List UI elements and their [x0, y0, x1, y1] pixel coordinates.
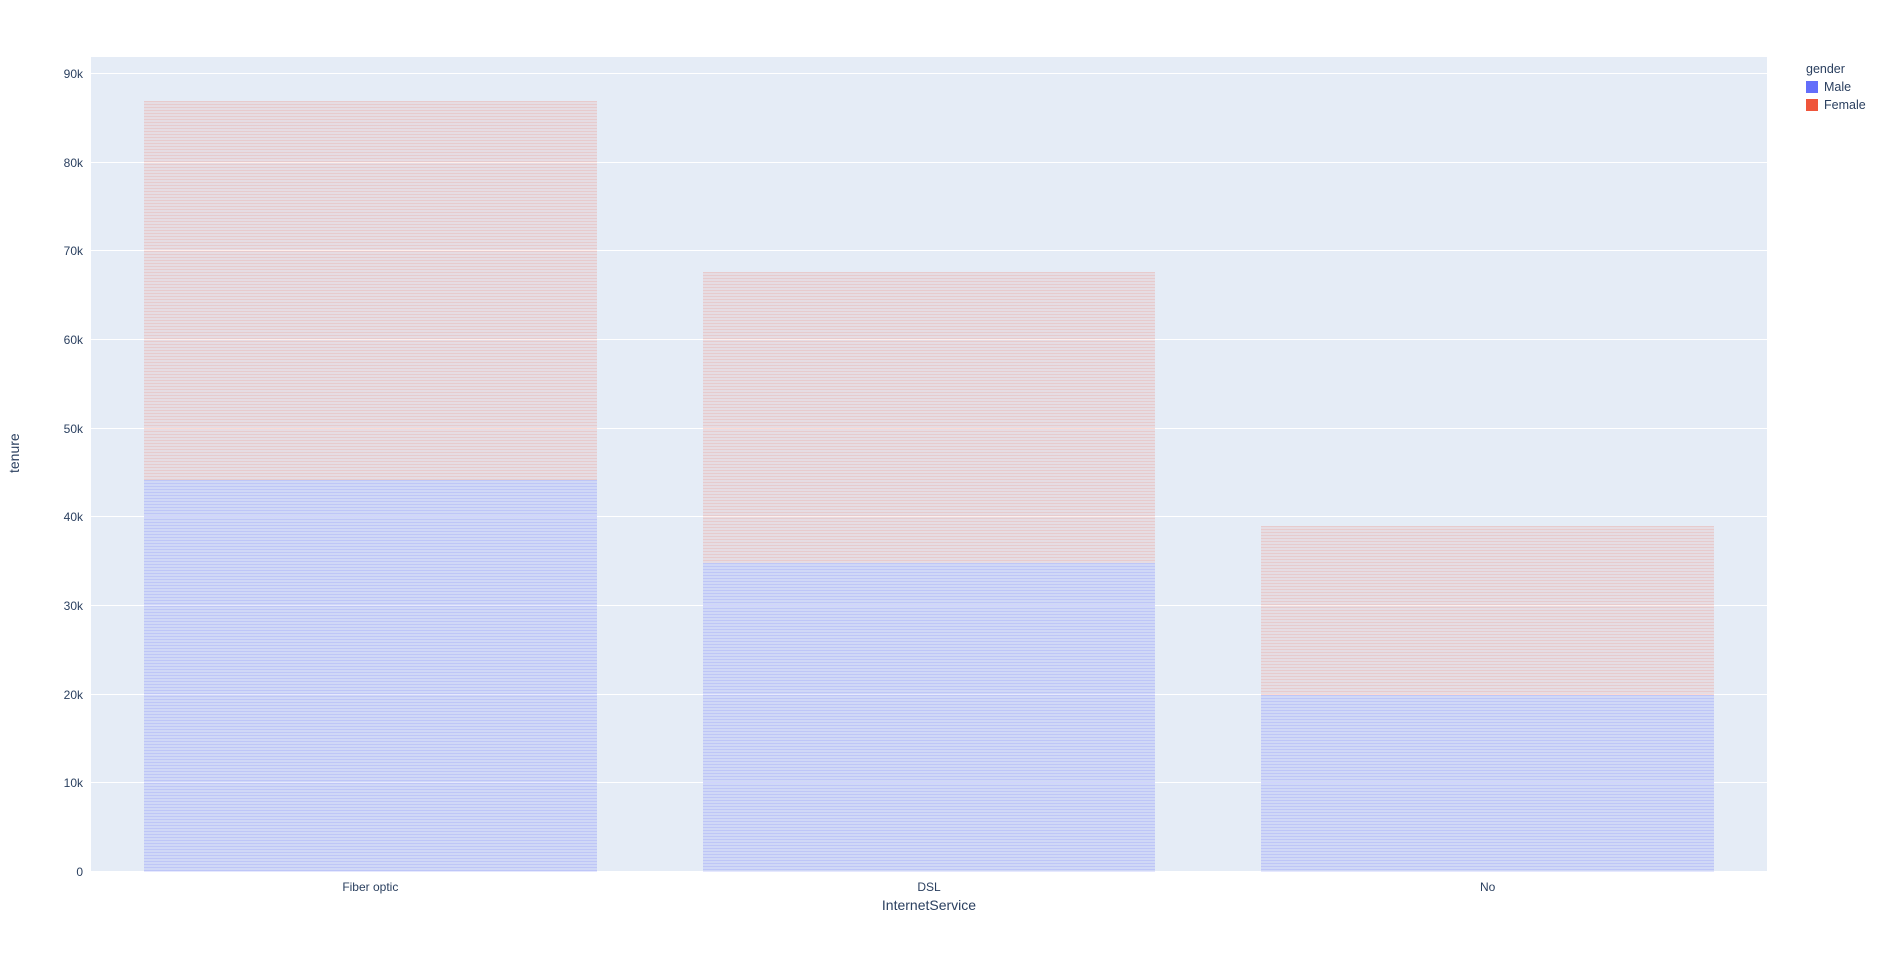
- legend-item-female[interactable]: Female: [1806, 98, 1866, 112]
- y-tick-label: 70k: [63, 244, 83, 259]
- bar-segment-male-2[interactable]: [1261, 694, 1714, 872]
- y-tick-label: 40k: [63, 510, 83, 525]
- gridline: [91, 427, 1767, 429]
- bars-layer: [91, 57, 1767, 872]
- gridline: [91, 339, 1767, 340]
- x-axis-title: InternetService: [881, 897, 977, 913]
- bar-segment-male-0[interactable]: [144, 480, 597, 872]
- gridline: [91, 782, 1767, 784]
- legend-label: Male: [1824, 80, 1852, 94]
- legend-swatch-male: [1806, 81, 1818, 93]
- legend-item-male[interactable]: Male: [1806, 80, 1866, 94]
- y-tick-label: 0: [76, 865, 83, 879]
- x-tick-label: DSL: [917, 880, 941, 894]
- y-tick-label: 20k: [63, 687, 83, 702]
- gridline: [91, 605, 1767, 606]
- gridline: [91, 871, 1767, 872]
- bar-segment-female-1[interactable]: [702, 271, 1156, 563]
- y-tick-label: 90k: [63, 67, 83, 81]
- legend: gender Male Female: [1806, 62, 1866, 116]
- legend-items: Male Female: [1806, 80, 1866, 112]
- gridline: [91, 250, 1767, 252]
- x-tick-label: No: [1479, 880, 1496, 894]
- plot-area[interactable]: [91, 57, 1767, 872]
- gridline: [91, 693, 1767, 695]
- y-axis-title: tenure: [6, 433, 22, 473]
- y-tick-label: 60k: [63, 333, 83, 347]
- y-tick-label: 10k: [63, 776, 83, 791]
- legend-swatch-female: [1806, 99, 1818, 111]
- gridline: [91, 73, 1767, 74]
- bar-segment-female-0[interactable]: [144, 100, 597, 481]
- y-tick-label: 50k: [63, 421, 83, 436]
- gridlines-layer: [91, 57, 1767, 872]
- gridline: [91, 516, 1767, 518]
- bar-segment-female-2[interactable]: [1261, 526, 1714, 695]
- y-tick-label: 30k: [63, 599, 83, 613]
- gridline: [91, 161, 1767, 163]
- y-tick-label: 80k: [63, 155, 83, 170]
- legend-title: gender: [1806, 62, 1845, 76]
- legend-label: Female: [1824, 98, 1866, 112]
- x-tick-label: Fiber optic: [342, 880, 399, 894]
- bar-segment-male-1[interactable]: [702, 562, 1156, 872]
